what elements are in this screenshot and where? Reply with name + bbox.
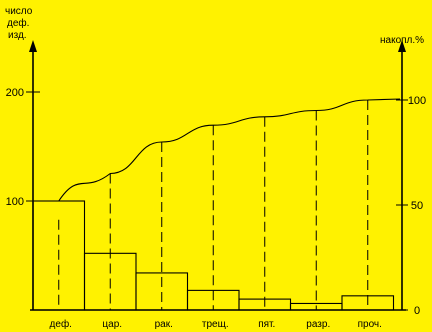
category-label-6: разр. xyxy=(306,319,330,330)
category-label-2: цар. xyxy=(102,319,122,330)
cumulative-droplines-layer xyxy=(58,100,369,310)
left-tick-label-1: 100 xyxy=(6,196,24,208)
left-tick-label-2: 200 xyxy=(6,87,24,99)
cumulative-curve xyxy=(58,98,401,202)
right-tick-label-3: 100 xyxy=(408,95,426,107)
category-labels: деф. цар. рак. трещ. пят. разр. проч. xyxy=(50,318,382,330)
category-label-4: трещ. xyxy=(202,319,229,330)
left-axis-ticks: 100 200 xyxy=(6,87,40,208)
right-tick-label-2: 50 xyxy=(411,200,423,212)
right-axis-arrow xyxy=(398,40,406,52)
cumulative-curve-layer xyxy=(58,98,401,202)
right-tick-label-1: 0 xyxy=(414,305,420,317)
right-axis-ticks: 0 50 100 xyxy=(396,95,426,317)
category-label-3: рак. xyxy=(155,319,173,330)
left-axis-title-line-2: деф. xyxy=(7,17,29,29)
left-axis-title-line-1: число xyxy=(5,6,33,17)
category-label-5: пят. xyxy=(258,319,275,330)
category-label-1: деф. xyxy=(50,318,72,330)
category-label-7: проч. xyxy=(358,319,382,330)
left-axis-arrow xyxy=(29,40,37,52)
left-axis-title-line-3: изд. xyxy=(8,30,27,41)
